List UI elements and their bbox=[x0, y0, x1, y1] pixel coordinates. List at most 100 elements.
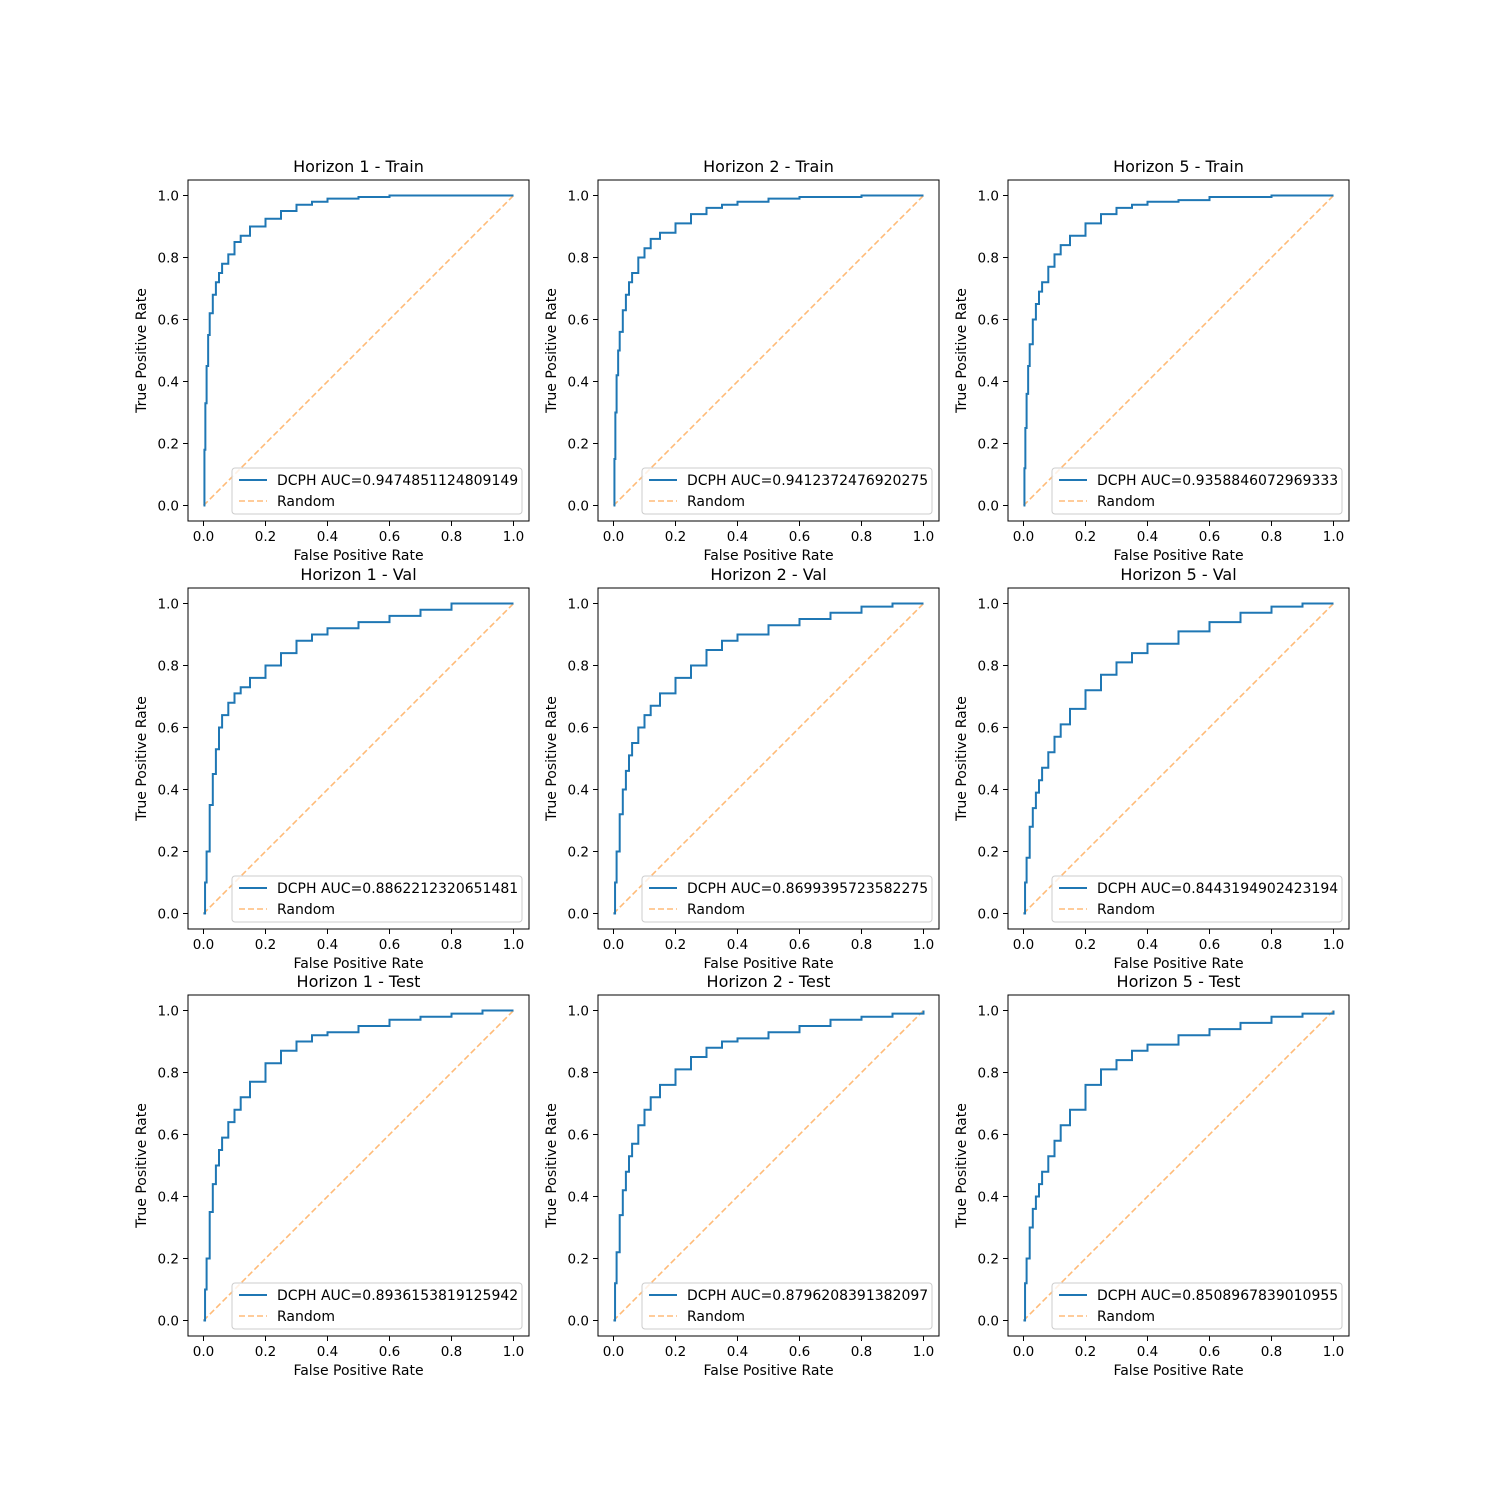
subplot-5: 0.0 0.0 0.2 0.2 0.4 0.4 0.6 0.6 0.8 0.8 1.0 1.0 Hori… bbox=[544, 565, 940, 972]
legend: DCPH AUC=0.8508967839010955 Random bbox=[1051, 1282, 1343, 1330]
y-tick-label: 0.0 bbox=[158, 1314, 179, 1330]
roc-curve-line bbox=[1023, 1010, 1335, 1322]
subplot-title: Horizon 5 - Train bbox=[1113, 157, 1244, 176]
x-axis-label: False Positive Rate bbox=[1113, 548, 1243, 564]
legend-box bbox=[641, 875, 933, 923]
x-tick-label: 1.0 bbox=[913, 1344, 934, 1360]
y-tick-label: 0.6 bbox=[568, 721, 589, 737]
roc-curve-line bbox=[203, 1009, 514, 1322]
x-axis-label: False Positive Rate bbox=[293, 956, 423, 972]
x-axis-label: False Positive Rate bbox=[703, 956, 833, 972]
x-axis-label: False Positive Rate bbox=[1113, 956, 1243, 972]
legend-roc-label: DCPH AUC=0.9358846072969333 bbox=[1097, 473, 1338, 489]
legend-random-label: Random bbox=[277, 902, 335, 918]
legend-roc-label: DCPH AUC=0.8936153819125942 bbox=[277, 1288, 518, 1304]
x-tick-label: 0.4 bbox=[317, 529, 338, 545]
legend: DCPH AUC=0.9474851124809149 Random bbox=[231, 467, 523, 515]
legend-box bbox=[231, 875, 523, 923]
roc-curve-line bbox=[1023, 602, 1334, 915]
roc-curve-line bbox=[203, 602, 514, 915]
random-baseline-line bbox=[202, 194, 515, 507]
y-tick-label: 0.2 bbox=[978, 437, 999, 453]
roc-curve-line bbox=[613, 194, 924, 507]
y-tick-label: 0.8 bbox=[158, 251, 179, 267]
x-tick-label: 0.0 bbox=[603, 529, 624, 545]
legend-random-label: Random bbox=[687, 902, 745, 918]
legend-roc-label: DCPH AUC=0.8508967839010955 bbox=[1097, 1288, 1338, 1304]
x-tick-label: 0.8 bbox=[441, 937, 462, 953]
x-tick-label: 0.6 bbox=[789, 937, 810, 953]
y-tick-label: 0.6 bbox=[568, 1128, 589, 1144]
x-tick-label: 0.0 bbox=[603, 1344, 624, 1360]
y-tick-label: 0.0 bbox=[978, 907, 999, 923]
legend: DCPH AUC=0.8699395723582275 Random bbox=[641, 875, 933, 923]
axes-frame bbox=[1007, 587, 1350, 930]
x-tick-label: 1.0 bbox=[503, 937, 524, 953]
y-tick-label: 0.4 bbox=[158, 1190, 179, 1206]
legend-random-label: Random bbox=[277, 494, 335, 510]
x-tick-label: 0.0 bbox=[1013, 937, 1034, 953]
y-tick-label: 0.2 bbox=[568, 437, 589, 453]
x-tick-label: 0.2 bbox=[1075, 1344, 1096, 1360]
x-tick-label: 0.4 bbox=[727, 529, 748, 545]
axes-frame bbox=[1007, 994, 1350, 1337]
x-tick-label: 0.0 bbox=[1013, 529, 1034, 545]
y-tick-label: 0.6 bbox=[978, 1128, 999, 1144]
y-tick-label: 0.4 bbox=[568, 783, 589, 799]
y-tick-label: 0.4 bbox=[568, 1190, 589, 1206]
x-tick-label: 0.4 bbox=[1137, 529, 1158, 545]
x-tick-label: 1.0 bbox=[503, 1344, 524, 1360]
y-tick-label: 0.2 bbox=[158, 437, 179, 453]
y-tick-label: 0.8 bbox=[978, 251, 999, 267]
x-tick-label: 0.2 bbox=[665, 937, 686, 953]
subplot-title: Horizon 5 - Val bbox=[1120, 565, 1236, 584]
legend-box bbox=[1051, 1282, 1343, 1330]
random-baseline-line bbox=[1022, 1009, 1335, 1322]
subplot-3: 0.0 0.0 0.2 0.2 0.4 0.4 0.6 0.6 0.8 0.8 1.0 1.0 Hori… bbox=[954, 157, 1350, 564]
y-axis-label: True Positive Rate bbox=[544, 1103, 560, 1229]
x-tick-label: 1.0 bbox=[1323, 937, 1344, 953]
y-tick-label: 0.4 bbox=[568, 375, 589, 391]
random-baseline-line bbox=[612, 602, 925, 915]
y-tick-label: 0.8 bbox=[978, 659, 999, 675]
x-tick-label: 0.0 bbox=[193, 529, 214, 545]
legend: DCPH AUC=0.8443194902423194 Random bbox=[1051, 875, 1343, 923]
x-axis-label: False Positive Rate bbox=[293, 1363, 423, 1379]
subplot-8: 0.0 0.0 0.2 0.2 0.4 0.4 0.6 0.6 0.8 0.8 1.0 1.0 Hori… bbox=[544, 972, 940, 1379]
y-tick-label: 1.0 bbox=[158, 597, 179, 613]
legend: DCPH AUC=0.8936153819125942 Random bbox=[231, 1282, 523, 1330]
random-baseline-line bbox=[202, 1009, 515, 1322]
y-tick-label: 0.0 bbox=[568, 907, 589, 923]
x-tick-label: 0.6 bbox=[1199, 529, 1220, 545]
y-tick-label: 0.8 bbox=[158, 659, 179, 675]
x-tick-label: 0.8 bbox=[1261, 529, 1282, 545]
legend-roc-label: DCPH AUC=0.8862212320651481 bbox=[277, 881, 518, 897]
subplot-title: Horizon 5 - Test bbox=[1117, 972, 1241, 991]
x-tick-label: 0.6 bbox=[1199, 937, 1220, 953]
y-tick-label: 0.8 bbox=[158, 1066, 179, 1082]
x-axis-label: False Positive Rate bbox=[1113, 1363, 1243, 1379]
legend-box bbox=[1051, 467, 1343, 515]
y-tick-label: 0.0 bbox=[568, 499, 589, 515]
y-tick-label: 0.8 bbox=[568, 251, 589, 267]
legend: DCPH AUC=0.9358846072969333 Random bbox=[1051, 467, 1343, 515]
y-tick-label: 0.2 bbox=[158, 845, 179, 861]
x-tick-label: 0.0 bbox=[1013, 1344, 1034, 1360]
legend: DCPH AUC=0.8796208391382097 Random bbox=[641, 1282, 933, 1330]
y-tick-label: 1.0 bbox=[978, 1004, 999, 1020]
subplot-title: Horizon 1 - Train bbox=[293, 157, 424, 176]
y-axis-label: True Positive Rate bbox=[954, 1103, 970, 1229]
subplot-title: Horizon 2 - Val bbox=[710, 565, 826, 584]
random-baseline-line bbox=[612, 194, 925, 507]
y-tick-label: 1.0 bbox=[158, 1004, 179, 1020]
x-tick-label: 0.0 bbox=[193, 937, 214, 953]
x-tick-label: 0.2 bbox=[1075, 937, 1096, 953]
x-tick-label: 0.8 bbox=[851, 1344, 872, 1360]
x-tick-label: 0.2 bbox=[255, 1344, 276, 1360]
legend-random-label: Random bbox=[1097, 494, 1155, 510]
legend-random-label: Random bbox=[1097, 1309, 1155, 1325]
x-axis-label: False Positive Rate bbox=[293, 548, 423, 564]
axes-frame bbox=[597, 179, 940, 522]
